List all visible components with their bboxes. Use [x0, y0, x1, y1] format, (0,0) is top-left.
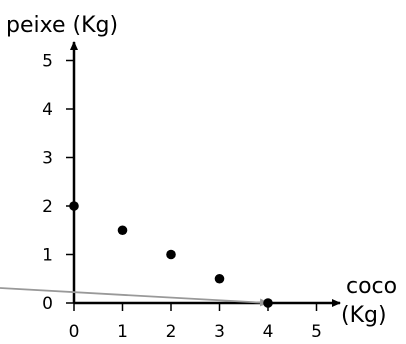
x-tick-label-2: 2 — [166, 322, 177, 342]
y-tick-label-0: 0 — [42, 294, 53, 314]
data-points — [69, 201, 273, 308]
data-point-3 — [166, 249, 176, 260]
x-tick-label-1: 1 — [117, 322, 128, 342]
axes — [70, 41, 341, 307]
x-axis-title-line2: (Kg) — [341, 303, 387, 328]
ticks: 0 1 2 3 4 5 0 1 2 3 4 5 — [42, 52, 322, 343]
data-point-2 — [117, 225, 128, 236]
y-tick-label-4: 4 — [42, 100, 53, 120]
y-axis-title: peixe (Kg) — [6, 13, 118, 38]
x-tick-label-5: 5 — [311, 322, 322, 342]
y-tick-label-2: 2 — [42, 197, 53, 217]
data-point-5 — [263, 298, 273, 308]
data-point-1 — [69, 201, 79, 211]
annotations — [0, 287, 269, 307]
x-axis-title-line1: coco — [346, 274, 397, 299]
x-tick-label-0: 0 — [69, 322, 80, 342]
annotation-arrow — [0, 287, 269, 307]
y-tick-label-3: 3 — [42, 149, 53, 169]
data-point-4 — [214, 273, 225, 284]
y-tick-label-1: 1 — [42, 246, 53, 266]
y-tick-label-5: 5 — [42, 52, 53, 72]
x-tick-label-3: 3 — [214, 322, 225, 342]
x-tick-label-4: 4 — [263, 322, 274, 342]
